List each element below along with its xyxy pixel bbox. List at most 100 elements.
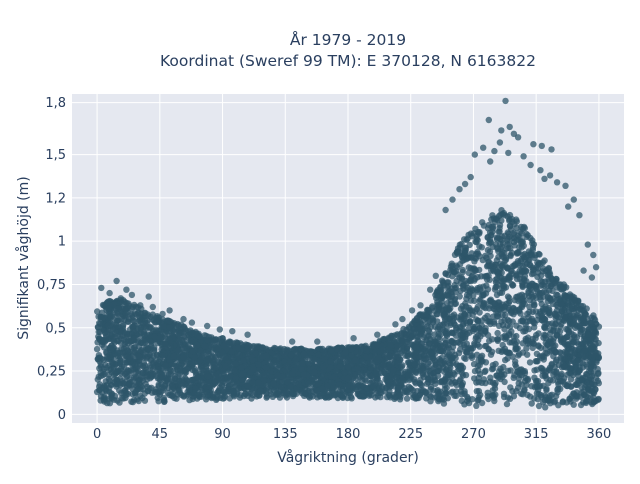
chart-title-line2: Koordinat (Sweref 99 TM): E 370128, N 61… <box>160 52 536 70</box>
data-point <box>293 356 299 362</box>
data-point <box>506 330 512 336</box>
data-point <box>533 286 539 292</box>
data-point <box>589 385 595 391</box>
data-point <box>372 394 378 400</box>
data-point <box>532 252 538 258</box>
data-point <box>469 352 475 358</box>
data-point <box>380 362 386 368</box>
data-point <box>473 334 479 340</box>
data-point <box>439 278 445 284</box>
data-point <box>549 276 555 282</box>
data-point <box>462 391 468 397</box>
data-point <box>327 358 333 364</box>
data-point <box>288 352 294 358</box>
data-point <box>484 313 490 319</box>
data-point <box>498 263 504 269</box>
data-point <box>515 298 521 304</box>
data-point <box>405 371 411 377</box>
data-point <box>432 377 438 383</box>
data-point <box>538 278 544 284</box>
data-point <box>581 348 587 354</box>
data-point <box>576 368 582 374</box>
data-point <box>541 309 547 315</box>
data-point <box>501 394 507 400</box>
data-point <box>320 364 326 370</box>
data-point <box>208 349 214 355</box>
data-point <box>448 380 454 386</box>
data-point <box>160 323 166 329</box>
data-point <box>250 357 256 363</box>
data-point <box>475 318 481 324</box>
data-point <box>523 268 529 274</box>
data-point <box>457 346 463 352</box>
data-point <box>425 376 431 382</box>
data-point <box>444 353 450 359</box>
data-point <box>523 282 529 288</box>
data-point <box>485 247 491 253</box>
data-point <box>524 352 530 358</box>
data-point <box>109 395 115 401</box>
data-point <box>485 346 491 352</box>
data-point <box>459 382 465 388</box>
data-point <box>554 387 560 393</box>
data-point <box>176 387 182 393</box>
data-point <box>331 392 337 398</box>
data-point <box>468 297 474 303</box>
data-point <box>531 293 537 299</box>
data-point <box>167 324 173 330</box>
data-point <box>453 300 459 306</box>
data-point <box>496 228 502 234</box>
data-point <box>413 369 419 375</box>
data-point <box>390 367 396 373</box>
data-point <box>367 360 373 366</box>
data-point <box>339 387 345 393</box>
data-point <box>484 263 490 269</box>
data-point <box>134 364 140 370</box>
data-point <box>400 338 406 344</box>
data-point <box>580 316 586 322</box>
data-point <box>540 399 546 405</box>
data-point <box>443 390 449 396</box>
data-point <box>155 398 161 404</box>
data-point <box>213 373 219 379</box>
data-point <box>130 399 136 405</box>
data-point <box>515 385 521 391</box>
data-point <box>277 345 283 351</box>
data-point <box>570 338 576 344</box>
data-point <box>445 279 451 285</box>
data-point <box>492 361 498 367</box>
data-point <box>302 390 308 396</box>
data-point <box>162 362 168 368</box>
data-point <box>580 389 586 395</box>
data-point <box>426 329 432 335</box>
data-point <box>582 353 588 359</box>
data-point <box>473 403 479 409</box>
data-point <box>98 356 104 362</box>
data-point <box>505 368 511 374</box>
data-point <box>136 353 142 359</box>
data-point <box>562 294 568 300</box>
data-point <box>591 398 597 404</box>
data-point <box>494 234 500 240</box>
data-point <box>497 366 503 372</box>
data-point <box>366 391 372 397</box>
data-point <box>561 355 567 361</box>
data-point <box>595 370 601 376</box>
data-point <box>94 346 100 352</box>
data-point <box>472 266 478 272</box>
data-point <box>511 230 517 236</box>
data-point <box>131 335 137 341</box>
data-point <box>406 384 412 390</box>
data-point <box>125 318 131 324</box>
data-point <box>345 363 351 369</box>
data-point <box>479 219 485 225</box>
data-point <box>329 379 335 385</box>
data-point <box>453 263 459 269</box>
data-point <box>526 304 532 310</box>
data-point <box>291 367 297 373</box>
data-point <box>458 306 464 312</box>
data-point <box>563 326 569 332</box>
data-point <box>529 281 535 287</box>
